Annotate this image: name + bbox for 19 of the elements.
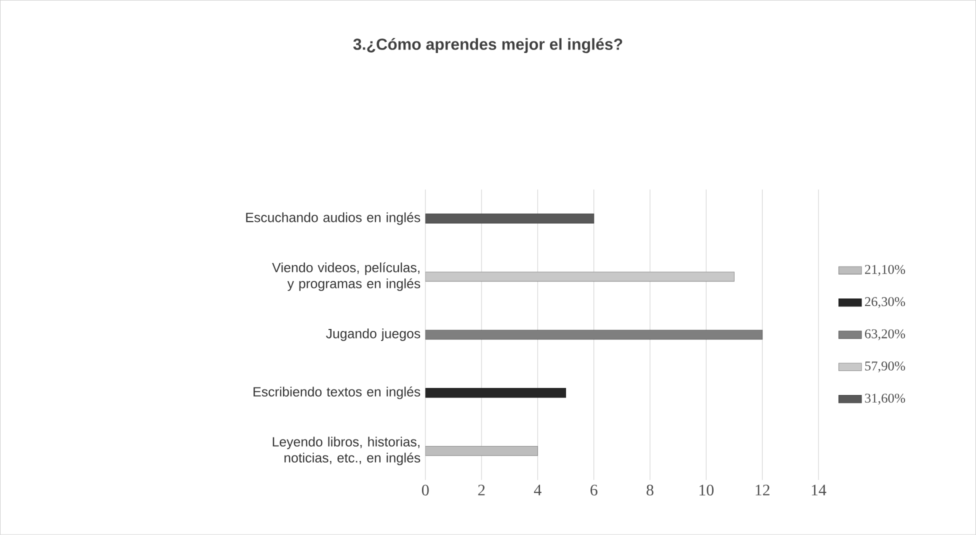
chart-title: 3.¿Cómo aprendes mejor el inglés? (353, 38, 622, 54)
legend-label: 21,10% (865, 265, 906, 276)
x-tick-label: 8 (646, 484, 654, 496)
y-tick-label: Leyendo libros, historias, noticias, etc., en inglés (272, 436, 420, 466)
y-tick-label: Escribiendo textos en inglés (254, 386, 420, 400)
x-tick-label: 0 (422, 484, 429, 496)
legend-label: 31,60% (865, 394, 906, 405)
legend-label: 57,90% (865, 362, 906, 372)
legend-label: 26,30% (865, 297, 906, 308)
y-tick-label: Escuchando audios en inglés (246, 212, 420, 225)
x-tick-label: 10 (700, 484, 714, 496)
x-tick-label: 14 (812, 484, 826, 496)
x-tick-label: 6 (590, 484, 598, 496)
x-tick-label: 12 (756, 484, 770, 496)
y-tick-label: Jugando juegos (326, 328, 420, 342)
y-tick-label: Viendo videos, películas, y programas en inglés (272, 262, 420, 291)
legend-label: 63,20% (864, 329, 906, 340)
x-tick-label: 4 (534, 484, 542, 496)
x-tick-label: 2 (478, 484, 485, 496)
